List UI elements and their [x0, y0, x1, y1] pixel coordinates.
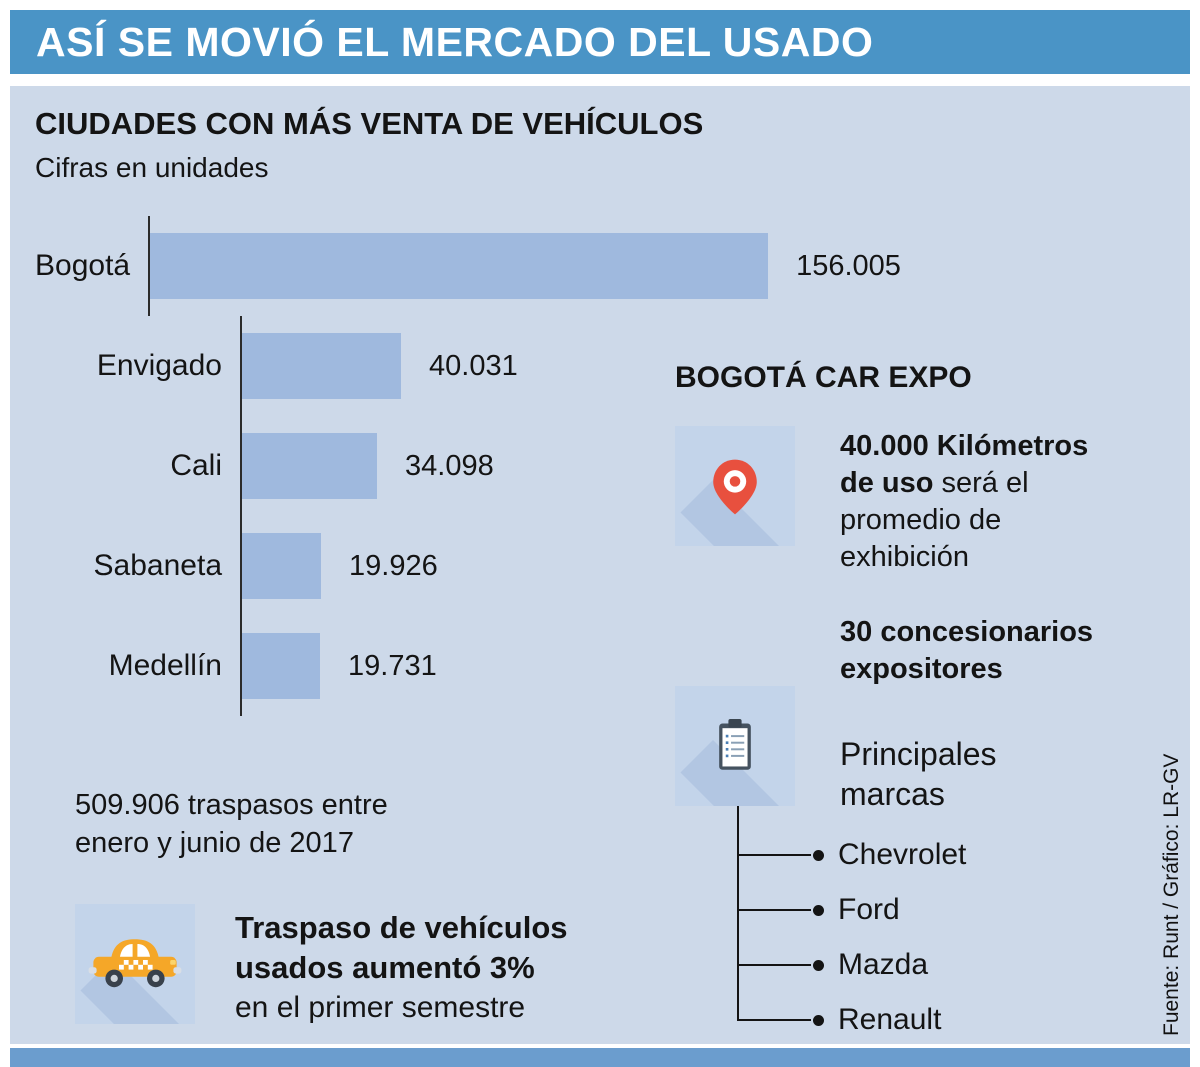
- bar-row: Medellín 19.731: [35, 616, 675, 716]
- brands-block: Principales marcas: [675, 686, 1040, 814]
- bar: [242, 433, 377, 499]
- brand-item: Ford: [737, 893, 900, 927]
- mileage-rest-text: será el promedio de exhibición: [840, 467, 1029, 573]
- taxi-icon: [88, 939, 182, 988]
- bullet-icon: [813, 904, 824, 916]
- brand-label: Mazda: [838, 948, 929, 981]
- bullet-icon: [813, 959, 824, 971]
- bar: [242, 633, 320, 699]
- brand-item: Chevrolet: [737, 838, 966, 872]
- clipboard-icon: [719, 718, 751, 770]
- source-credit: Fuente: Runt / Gráfico: LR-GV: [1160, 753, 1183, 1036]
- mileage-bold-text: 40.000 Kilómetros de uso: [840, 430, 1089, 499]
- page-title: ASÍ SE MOVIÓ EL MERCADO DEL USADO: [36, 18, 874, 65]
- connector-vertical-line: [737, 806, 739, 1021]
- bar-row: Cali 34.098: [35, 416, 675, 516]
- brand-label: Chevrolet: [838, 838, 967, 871]
- connector-line: [737, 854, 811, 856]
- clipboard-icon-box: [675, 686, 795, 806]
- mileage-text: 40.000 Kilómetros de uso será el promedi…: [840, 426, 1125, 576]
- bullet-icon: [813, 1014, 824, 1026]
- bar-category-label: Envigado: [96, 349, 222, 382]
- bar: [242, 533, 321, 599]
- content-area: CIUDADES CON MÁS VENTA DE VEHÍCULOS Cifr…: [10, 86, 1190, 1044]
- map-pin-icon: [713, 459, 757, 515]
- bar-value-label: 34.098: [405, 449, 494, 482]
- bar-category-label: Medellín: [108, 649, 222, 682]
- brands-list: Chevrolet Ford Mazda Renault: [737, 806, 1057, 1036]
- taxi-icon-box: [75, 904, 195, 1024]
- transfers-note-block: Traspaso de vehículos usados aumentó 3% …: [75, 904, 595, 1028]
- bar-track: 19.731: [240, 616, 675, 716]
- bar-category-label: Cali: [170, 449, 222, 482]
- brands-title: Principales marcas: [840, 736, 997, 812]
- bar-track: 40.031: [240, 316, 675, 416]
- bar-value-label: 40.031: [429, 349, 518, 382]
- transfers-summary: 509.906 traspasos entre enero y junio de…: [75, 789, 388, 859]
- mileage-block: 40.000 Kilómetros de uso será el promedi…: [675, 426, 1125, 576]
- connector-line: [737, 1019, 811, 1021]
- bar-row: Sabaneta 19.926: [35, 516, 675, 616]
- brand-label: Ford: [838, 893, 900, 926]
- transfers-note-bold: Traspaso de vehículos usados aumentó 3%: [235, 910, 568, 985]
- header-bar: ASÍ SE MOVIÓ EL MERCADO DEL USADO: [10, 10, 1190, 74]
- bar-value-label: 19.926: [349, 549, 438, 582]
- bar-track: 34.098: [240, 416, 675, 516]
- brand-label: Renault: [838, 1003, 942, 1036]
- transfers-note: Traspaso de vehículos usados aumentó 3% …: [235, 904, 595, 1028]
- bar-category-label: Sabaneta: [93, 549, 222, 582]
- bullet-icon: [813, 849, 824, 861]
- connector-line: [737, 909, 811, 911]
- transfers-note-rest: en el primer semestre: [235, 991, 526, 1024]
- bar-row: Envigado 40.031: [35, 316, 675, 416]
- map-pin-icon-box: [675, 426, 795, 546]
- bar-chart: Bogotá 156.005 Envigado 40.031 Cali 34.098 Sab…: [35, 216, 901, 716]
- connector-line: [737, 964, 811, 966]
- bar-value-label: 156.005: [796, 249, 901, 282]
- bar-track: 19.926: [240, 516, 675, 616]
- bar-value-label: 19.731: [348, 649, 437, 682]
- brand-item: Mazda: [737, 948, 928, 982]
- section-title: CIUDADES CON MÁS VENTA DE VEHÍCULOS: [35, 106, 704, 141]
- bar: [150, 233, 769, 299]
- dealers-text: 30 concesionarios expositores: [840, 616, 1094, 685]
- bar: [242, 333, 401, 399]
- bar-category-label: Bogotá: [35, 249, 131, 282]
- section-subtitle: Cifras en unidades: [35, 152, 269, 183]
- bar-track: 156.005: [148, 216, 901, 316]
- expo-title: BOGOTÁ CAR EXPO: [675, 361, 972, 394]
- bar-row: Bogotá 156.005: [35, 216, 901, 316]
- brand-item: Renault: [737, 1003, 941, 1037]
- footer-bar: [10, 1048, 1190, 1067]
